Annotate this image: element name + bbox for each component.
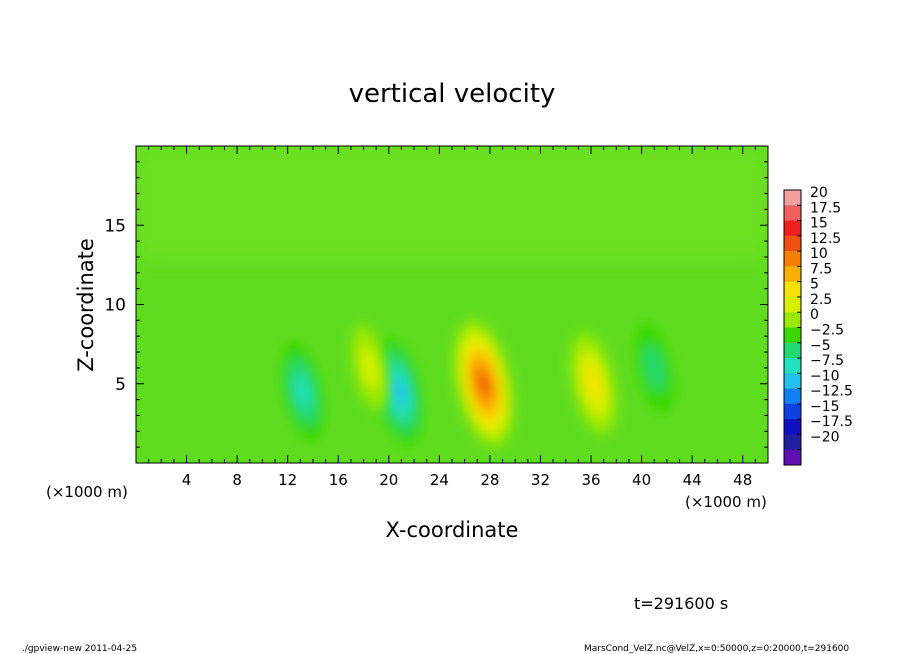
x-tick-label: 32 — [531, 471, 550, 489]
feature-contour-level — [295, 374, 311, 409]
y-axis: 5 10 15 — [104, 161, 768, 448]
x-tick-label: 24 — [430, 471, 449, 489]
field-feature — [570, 333, 617, 435]
colorbar-label: −7.5 — [810, 353, 844, 369]
colorbar-swatch — [784, 434, 801, 451]
field-feature — [454, 320, 514, 447]
footer-left: ./gpview-new 2011-04-25 — [22, 644, 137, 654]
footer-right: MarsCond_VelZ.nc@VelZ,x=0:50000,z=0:2000… — [584, 644, 849, 654]
colorbar-swatch — [784, 251, 801, 267]
colorbar-swatch — [784, 235, 801, 252]
colorbar-swatch — [784, 266, 801, 282]
x-tick-label: 40 — [632, 471, 651, 489]
x-axis-label: X-coordinate — [386, 518, 519, 542]
colorbar-swatch — [784, 205, 801, 221]
field-feature — [633, 321, 675, 415]
x-tick-label: 16 — [329, 471, 348, 489]
colorbar-swatch — [784, 358, 801, 374]
y-tick-label: 10 — [104, 296, 126, 316]
colorbar-label: −10 — [810, 368, 840, 384]
x-tick-label: 8 — [232, 471, 242, 489]
colorbar-label: 17.5 — [810, 200, 841, 216]
x-tick-label: 36 — [581, 471, 600, 489]
colorbar-swatch — [784, 449, 801, 466]
colorbar-label: 10 — [810, 246, 828, 262]
x-tick-label: 28 — [480, 471, 499, 489]
y-tick-label: 5 — [115, 375, 126, 395]
colorbar-swatch — [784, 220, 801, 237]
x-axis: 4 8 12 16 20 24 28 32 36 40 44 48 — [148, 146, 756, 489]
colorbar-swatch — [784, 403, 801, 420]
colorbar-label: −15 — [810, 399, 840, 415]
colorbar-swatch — [784, 312, 801, 328]
field-feature — [280, 340, 326, 443]
chart-title: vertical velocity — [349, 79, 556, 109]
colorbar-label: −5 — [810, 338, 831, 354]
colorbar-swatch — [784, 296, 801, 313]
feature-contour-level — [392, 377, 406, 406]
colorbar-swatch — [784, 281, 801, 298]
x-tick-label: 44 — [683, 471, 702, 489]
colorbar-swatch — [784, 388, 801, 405]
heatmap-field — [136, 146, 768, 463]
x-unit-right: (×1000 m) — [685, 493, 767, 511]
colorbar-swatch — [784, 190, 801, 206]
colorbar-label: 15 — [810, 216, 828, 232]
y-axis-label: Z-coordinate — [74, 238, 98, 372]
colorbar-label: −2.5 — [810, 323, 844, 339]
colorbar-swatch — [784, 419, 801, 435]
x-tick-label: 48 — [733, 471, 752, 489]
feature-contour-level — [586, 366, 602, 401]
x-tick-label: 20 — [379, 471, 398, 489]
colorbar-label: 7.5 — [810, 261, 832, 277]
x-tick-label: 12 — [278, 471, 297, 489]
colorbar-swatch — [784, 342, 801, 359]
colorbar-label: 12.5 — [810, 231, 841, 247]
feature-contour-level — [478, 373, 489, 395]
colorbar-swatch — [784, 373, 801, 389]
time-annotation: t=291600 s — [634, 594, 728, 613]
field-upper-band — [136, 146, 768, 256]
feature-contour-level — [360, 346, 379, 390]
field-feature — [373, 336, 424, 447]
colorbar-label: 20 — [810, 185, 828, 201]
x-tick-label: 4 — [182, 471, 192, 489]
y-tick-label: 15 — [104, 216, 126, 236]
colorbar-label: −12.5 — [810, 384, 853, 400]
feature-contour-level — [644, 344, 665, 392]
colorbar-label: 2.5 — [810, 292, 832, 308]
colorbar-label: 0 — [810, 307, 819, 323]
field-feature — [351, 325, 389, 411]
colorbar-label: −17.5 — [810, 414, 853, 430]
x-unit-left: (×1000 m) — [46, 483, 128, 501]
colorbar-label: 5 — [810, 277, 819, 293]
colorbar-label: −20 — [810, 429, 840, 445]
colorbar: 2017.51512.5107.552.50−2.5−5−7.5−10−12.5… — [783, 185, 853, 466]
colorbar-swatch — [784, 327, 801, 344]
